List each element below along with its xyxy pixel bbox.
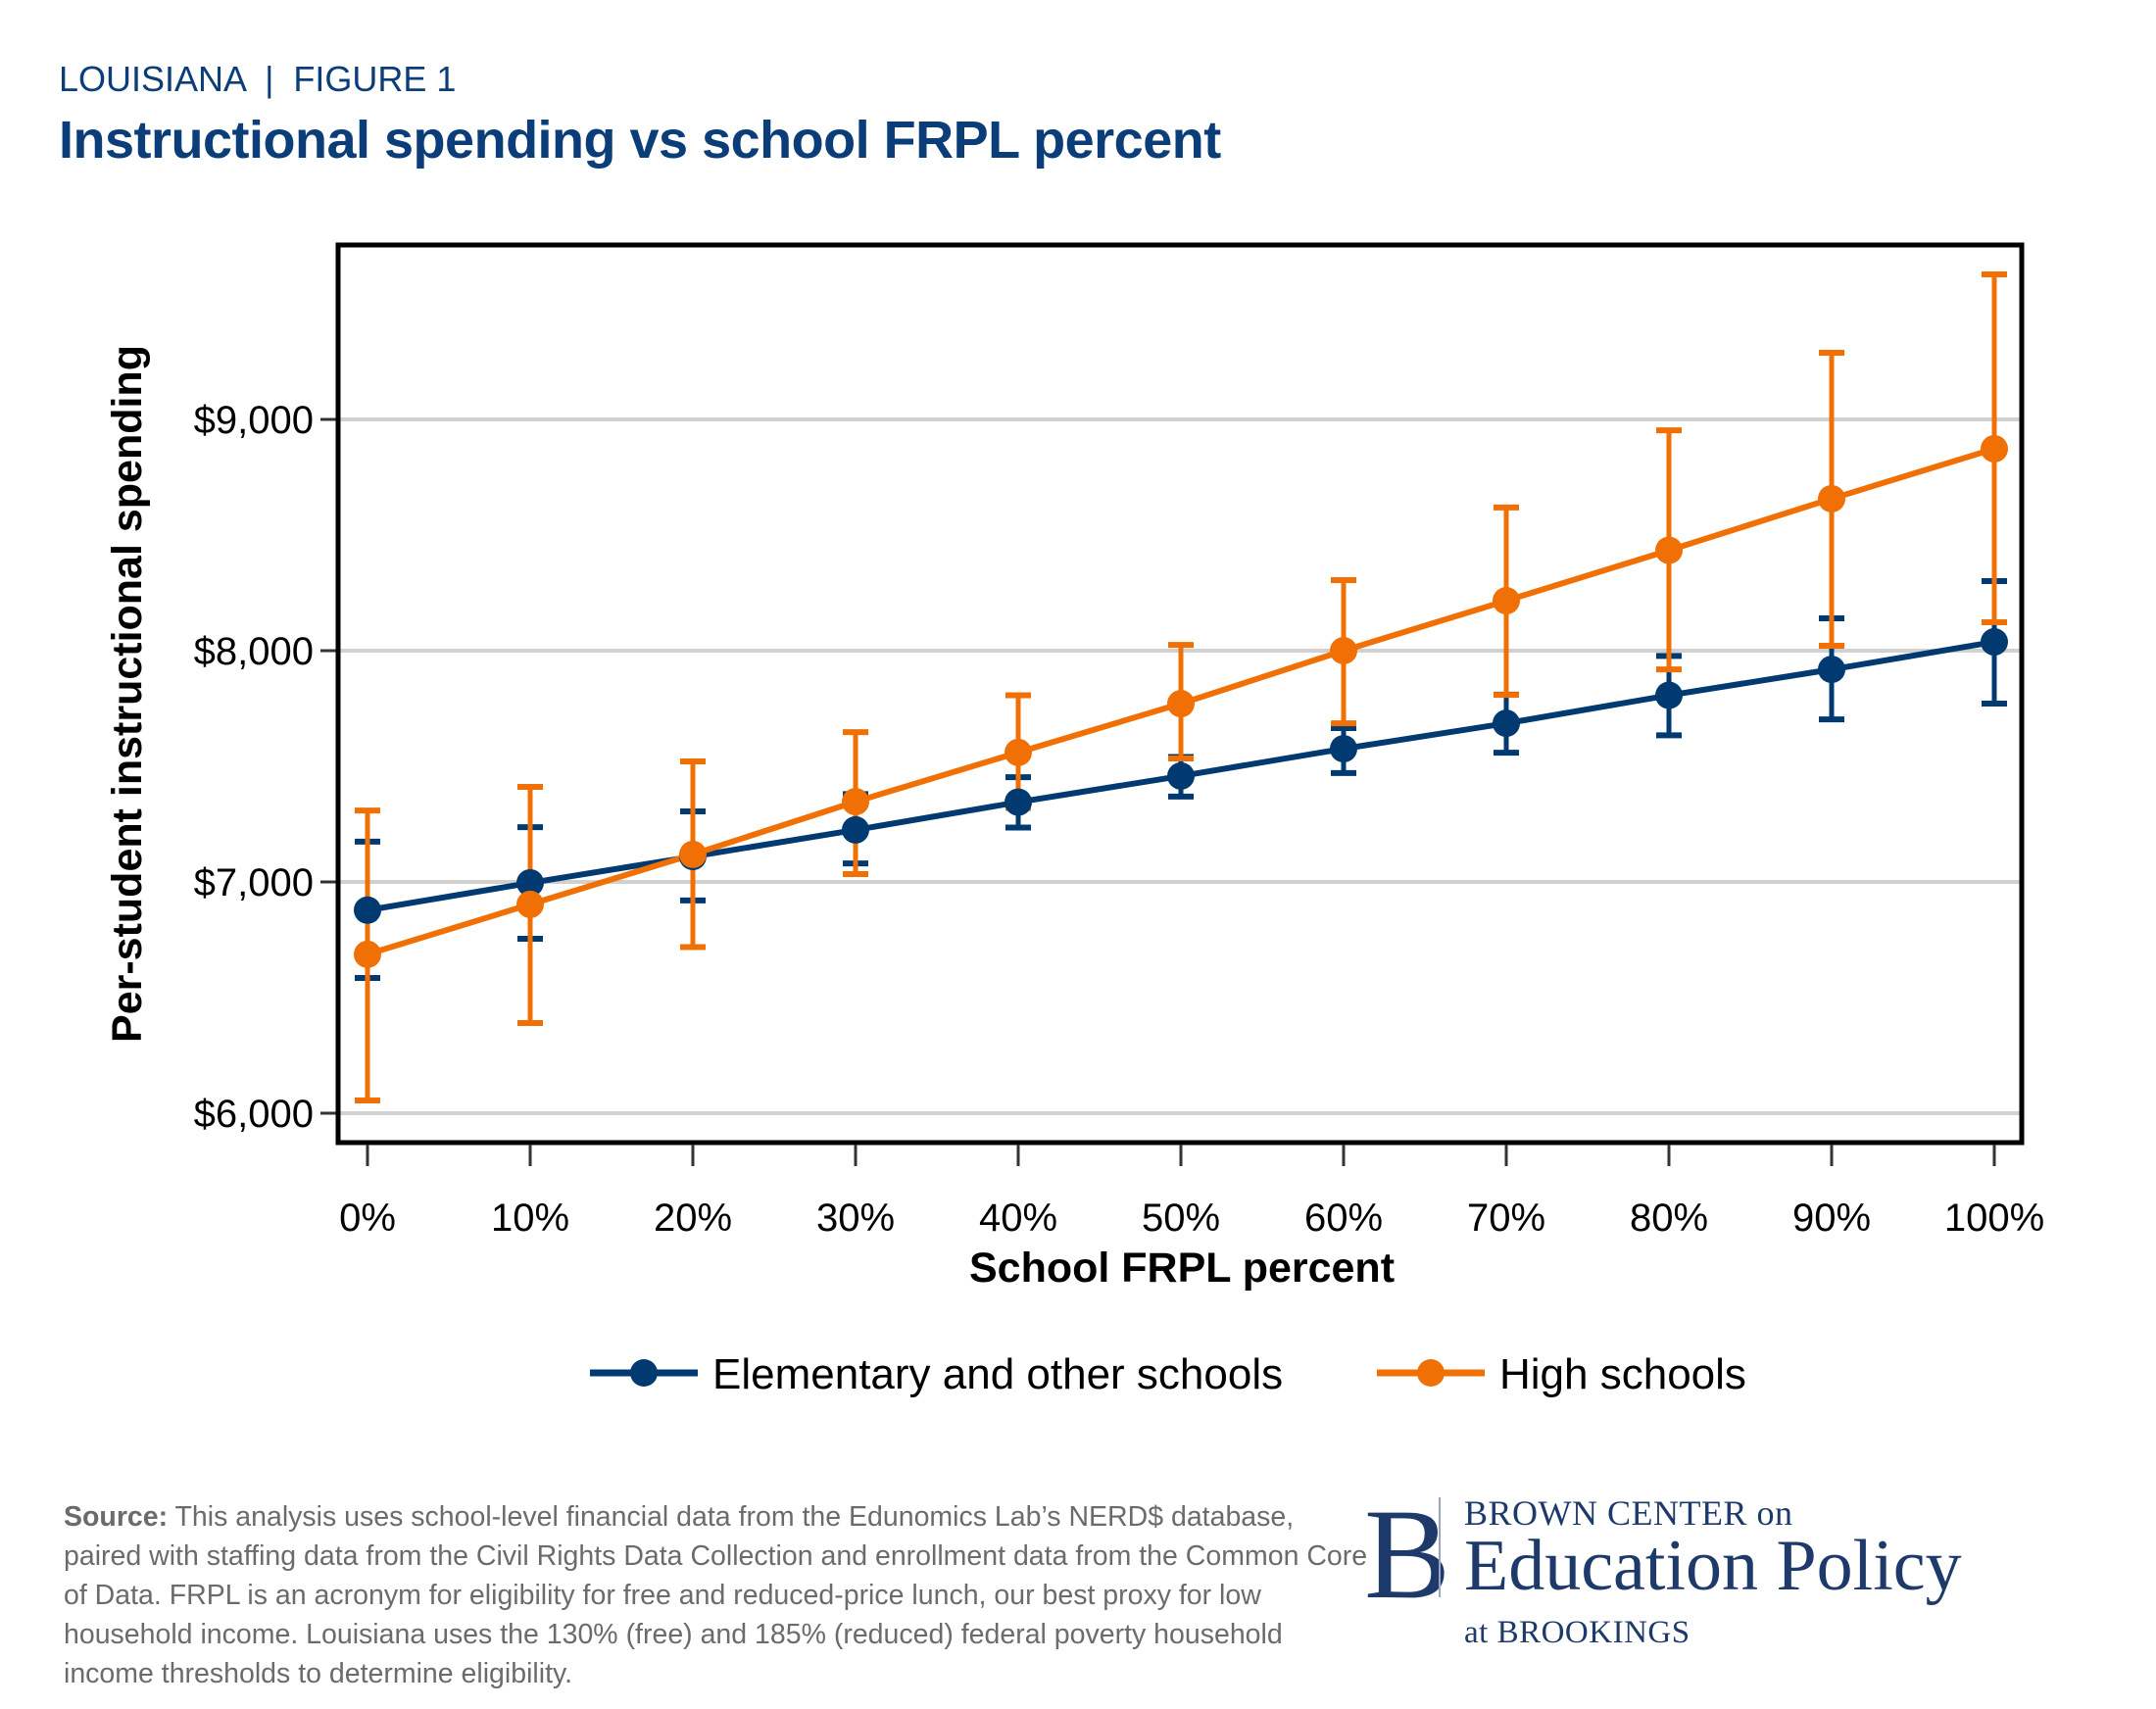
tick-labels: $6,000 $7,000 $8,000 $9,000 0% 10% 20% 30% 40% 50… [194,399,2045,1240]
x-tick-label: 60% [1304,1196,1383,1240]
source-label: Source: [64,1501,169,1533]
data-point-elementary [1981,628,2008,657]
error-bars [355,271,2007,1104]
figure-kicker: LOUISIANA | FIGURE 1 [59,59,457,99]
logo-divider [1439,1497,1441,1597]
logo-line-at-brookings: at BROOKINGS [1464,1615,1690,1650]
source-text: This analysis uses school-level financia… [64,1501,1368,1689]
y-tick-label: $9,000 [194,399,314,442]
data-point-elementary [1330,735,1357,763]
data-point-elementary [1004,788,1032,816]
data-point-elementary [354,896,381,924]
data-point-high [1818,484,1845,513]
data-point-high [1981,434,2008,463]
x-tick-label: 70% [1467,1196,1545,1240]
data-point-high [354,940,381,968]
data-point-high [1493,587,1520,615]
y-tick-label: $8,000 [194,630,314,673]
chart-title: Instructional spending vs school FRPL pe… [59,111,1221,170]
x-tick-label: 40% [979,1196,1057,1240]
data-point-high [1330,637,1357,664]
x-tick-label: 20% [654,1196,732,1240]
x-tick-label: 0% [339,1196,396,1240]
legend: Elementary and other schools High school… [590,1350,1746,1398]
data-point-elementary [1655,681,1683,709]
series-points [354,434,2008,968]
y-tick-label: $7,000 [194,861,314,904]
x-tick-label: 10% [491,1196,569,1240]
data-point-high [1655,536,1683,564]
data-point-high [842,788,869,816]
data-point-elementary [842,815,869,844]
data-point-elementary [1493,709,1520,738]
y-axis-title: Per-student instructional spending [104,345,151,1043]
source-note: Source: This analysis uses school-level … [64,1497,1377,1693]
plot-frame [335,242,2025,1146]
x-tick-label: 80% [1630,1196,1708,1240]
x-tick-label: 50% [1142,1196,1220,1240]
data-point-elementary [516,868,544,897]
data-point-high [516,890,544,918]
logo-line-education-policy: Education Policy [1464,1526,1962,1606]
data-point-high [1167,690,1195,718]
brookings-logo: B BROWN CENTER on Education Policy at BR… [1362,1489,2127,1685]
chart: $6,000 $7,000 $8,000 $9,000 0% 10% 20% 30% 40% 50… [104,242,2045,1398]
x-tick-label: 30% [816,1196,895,1240]
legend-label-elementary: Elementary and other schools [712,1350,1283,1398]
logo-letter: B [1364,1482,1451,1626]
y-tick-label: $6,000 [194,1093,314,1136]
legend-label-high: High schools [1499,1350,1746,1398]
data-point-elementary [1818,656,1845,684]
legend-item-high: High schools [1377,1350,1746,1398]
x-tick-label: 90% [1792,1196,1871,1240]
axes [320,242,2025,1166]
legend-marker-elementary [630,1359,658,1387]
x-axis-title: School FRPL percent [969,1245,1395,1292]
legend-item-elementary: Elementary and other schools [590,1350,1283,1398]
legend-marker-high [1417,1359,1445,1387]
logo-line-brown-center: BROWN CENTER on [1464,1493,1793,1533]
data-point-high [679,840,707,868]
data-point-high [1004,738,1032,766]
x-tick-label: 100% [1944,1196,2044,1240]
data-point-elementary [1167,761,1195,790]
